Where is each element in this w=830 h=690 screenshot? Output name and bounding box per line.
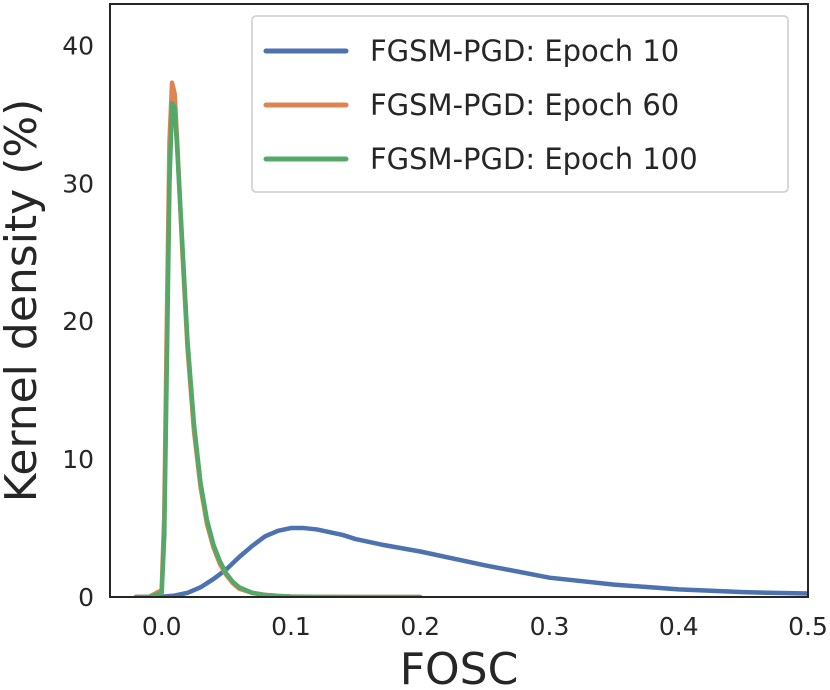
x-axis-label: FOSC xyxy=(400,644,519,690)
legend-label-1: FGSM-PGD: Epoch 10 xyxy=(370,34,679,68)
series-line-1 xyxy=(133,525,808,597)
y-tick-label: 0 xyxy=(78,583,94,612)
x-tick-label: 0.3 xyxy=(530,612,570,641)
legend-box xyxy=(251,15,789,193)
x-tick-label: 0.4 xyxy=(659,612,699,641)
y-ticks: 0 10 20 30 40 xyxy=(62,31,94,612)
series-line-3 xyxy=(133,101,423,597)
x-tick-label: 0.5 xyxy=(788,612,828,641)
legend-label-3: FGSM-PGD: Epoch 100 xyxy=(370,142,698,176)
x-tick-label: 0.0 xyxy=(142,612,182,641)
plot-lines xyxy=(133,80,808,597)
y-tick-label: 20 xyxy=(62,307,94,336)
legend: FGSM-PGD: Epoch 10 FGSM-PGD: Epoch 60 FGSM… xyxy=(251,15,789,193)
y-axis-label: Kernel density (%) xyxy=(0,99,47,503)
x-tick-label: 0.1 xyxy=(271,612,311,641)
y-tick-label: 10 xyxy=(62,445,94,474)
x-ticks: 0.0 0.1 0.2 0.3 0.4 0.5 xyxy=(142,612,828,641)
y-tick-label: 40 xyxy=(62,31,94,60)
y-tick-label: 30 xyxy=(62,169,94,198)
legend-label-2: FGSM-PGD: Epoch 60 xyxy=(370,88,679,122)
axes-frame xyxy=(109,3,809,598)
x-tick-label: 0.2 xyxy=(400,612,440,641)
